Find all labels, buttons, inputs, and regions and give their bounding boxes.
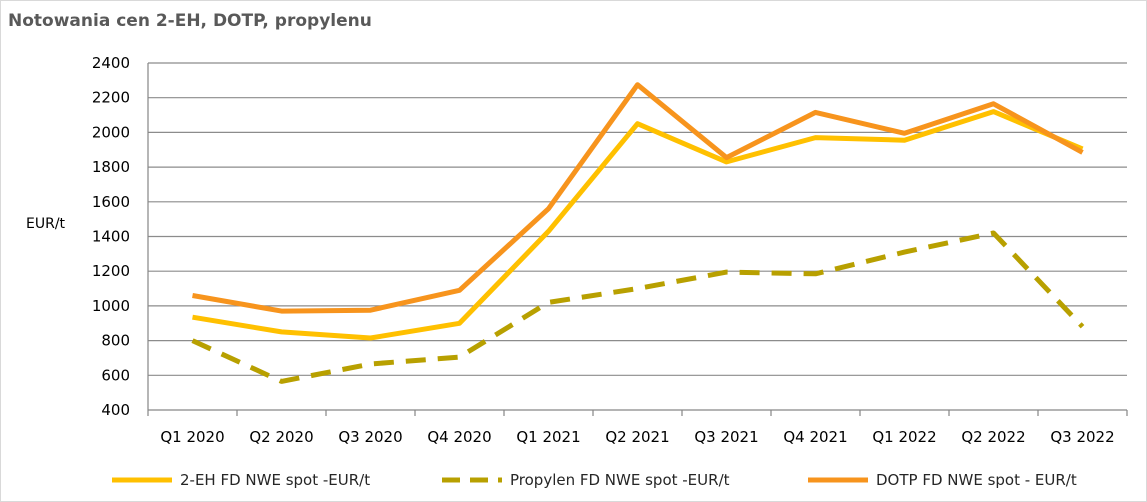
legend-label-2: DOTP FD NWE spot - EUR/t: [876, 471, 1077, 489]
x-tick-label: Q4 2020: [427, 428, 491, 446]
y-tick-label: 2400: [92, 54, 130, 72]
x-tick-label: Q4 2021: [783, 428, 847, 446]
series-line-2: [192, 82, 1084, 314]
y-tick-label: 2200: [92, 89, 130, 107]
x-tick-label: Q1 2021: [516, 428, 580, 446]
legend-label-0: 2-EH FD NWE spot -EUR/t: [180, 471, 370, 489]
y-tick-label: 1400: [92, 228, 130, 246]
x-tick-label: Q2 2020: [249, 428, 313, 446]
x-tick-label: Q2 2021: [605, 428, 669, 446]
x-tick-label: Q2 2022: [961, 428, 1025, 446]
y-tick-label: 1600: [92, 193, 130, 211]
legend-label-1: Propylen FD NWE spot -EUR/t: [510, 471, 730, 489]
legend: 2-EH FD NWE spot -EUR/t Propylen FD NWE s…: [112, 471, 1077, 489]
chart-title: Notowania cen 2-EH, DOTP, propylenu: [8, 11, 372, 31]
y-tick-label: 400: [101, 401, 130, 419]
y-tick-label: 2000: [92, 123, 130, 141]
y-tick-label: 800: [101, 332, 130, 350]
y-tick-label: 1200: [92, 262, 130, 280]
x-axis-ticks: Q1 2020 Q2 2020 Q3 2020 Q4 2020 Q1 2021 Q2 20…: [147, 410, 1128, 446]
y-axis-ticks: 400 600 800 1000 1200 1400 1600 1800 2000 2200 240…: [92, 54, 130, 419]
x-tick-label: Q3 2020: [338, 428, 402, 446]
x-tick-label: Q3 2022: [1050, 428, 1114, 446]
series-line-1: [191, 230, 1085, 384]
y-tick-label: 1000: [92, 297, 130, 315]
y-axis-label: EUR/t: [26, 216, 66, 232]
series-line-0: [192, 109, 1084, 341]
series-lines: [191, 82, 1085, 384]
y-tick-label: 600: [101, 366, 130, 384]
x-tick-label: Q1 2020: [160, 428, 224, 446]
y-tick-label: 1800: [92, 158, 130, 176]
x-tick-label: Q3 2021: [694, 428, 758, 446]
x-tick-label: Q1 2022: [872, 428, 936, 446]
